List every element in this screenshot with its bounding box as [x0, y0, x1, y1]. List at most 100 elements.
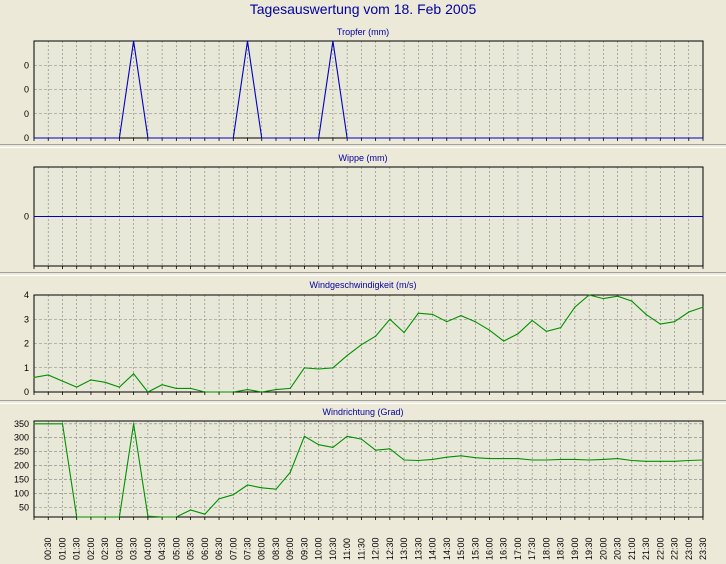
data-point	[460, 215, 462, 218]
data-point	[332, 40, 334, 42]
data-point	[246, 40, 249, 42]
data-point	[360, 215, 362, 218]
x-tick-label: 03:00	[114, 537, 124, 560]
data-point	[218, 215, 220, 218]
data-point	[189, 509, 192, 511]
panel-separator	[0, 272, 726, 276]
series-line	[33, 294, 704, 393]
data-point	[417, 215, 419, 218]
x-tick-label: 02:00	[86, 537, 96, 560]
data-point	[261, 487, 263, 489]
x-tick-label: 22:00	[655, 537, 665, 560]
data-point	[246, 484, 249, 486]
series-line	[34, 40, 703, 139]
data-point	[417, 312, 419, 314]
data-point	[659, 460, 661, 462]
data-point	[303, 367, 306, 369]
data-point	[246, 388, 249, 391]
data-point	[602, 458, 604, 460]
x-tick-label: 22:30	[670, 537, 680, 560]
data-point	[645, 313, 647, 315]
x-tick-label: 20:00	[598, 537, 608, 560]
plot-frame	[33, 420, 704, 518]
data-point	[204, 215, 206, 218]
data-point	[488, 457, 491, 460]
data-point	[645, 460, 647, 462]
chart-title: Tropfer (mm)	[337, 27, 389, 37]
data-point	[332, 367, 334, 369]
y-tick-label: 150	[14, 474, 29, 484]
data-point	[232, 494, 234, 496]
data-point	[659, 215, 661, 218]
data-point	[702, 459, 704, 461]
data-point	[616, 215, 619, 218]
data-point	[346, 355, 348, 357]
y-tick-label: 300	[14, 433, 29, 443]
data-point	[688, 459, 690, 462]
data-point	[631, 300, 633, 302]
y-tick-label: 100	[14, 488, 29, 498]
data-point	[76, 386, 78, 388]
series-line	[34, 423, 704, 518]
chart-title: Wippe (mm)	[339, 153, 388, 163]
data-point	[446, 215, 448, 218]
y-tick-label: 0	[24, 60, 29, 70]
data-point	[702, 215, 704, 218]
data-point	[403, 331, 405, 334]
data-point	[33, 376, 35, 379]
data-point	[616, 295, 619, 297]
data-point	[616, 457, 619, 460]
data-point	[161, 215, 163, 218]
x-tick-label: 04:30	[157, 537, 167, 560]
x-tick-label: 20:30	[613, 537, 623, 560]
data-point	[474, 457, 476, 459]
data-point	[346, 435, 348, 437]
x-tick-label: 10:30	[328, 537, 338, 560]
data-point	[417, 459, 419, 462]
data-point	[673, 460, 676, 462]
chart-title: Windgeschwindigkeit (m/s)	[309, 280, 416, 290]
x-tick-label: 06:00	[200, 537, 210, 560]
x-tick-label: 05:00	[171, 537, 181, 560]
y-tick-label: 0	[24, 212, 29, 222]
data-point	[104, 381, 106, 383]
data-point	[588, 294, 590, 296]
x-tick-label: 05:30	[186, 537, 196, 560]
data-point	[545, 215, 548, 218]
panel-separator	[0, 144, 726, 148]
data-point	[659, 323, 661, 325]
data-point	[332, 215, 334, 218]
data-point	[503, 457, 505, 460]
data-point	[588, 459, 590, 461]
data-point	[346, 215, 348, 218]
data-point	[175, 215, 177, 218]
panel-separator	[0, 400, 726, 404]
data-point	[133, 423, 135, 425]
data-point	[275, 388, 277, 391]
data-point	[90, 379, 92, 381]
x-tick-label: 15:00	[456, 537, 466, 560]
data-point	[460, 455, 462, 457]
x-tick-label: 11:30	[356, 538, 366, 560]
data-point	[375, 449, 377, 451]
data-point	[574, 215, 576, 218]
x-tick-label: 23:00	[684, 537, 694, 560]
data-point	[189, 387, 192, 389]
x-tick-label: 19:00	[570, 537, 580, 560]
data-point	[588, 215, 590, 218]
x-tick-label: 11:00	[342, 538, 352, 560]
x-tick-label: 03:30	[129, 537, 139, 560]
data-point	[360, 438, 362, 440]
data-point	[61, 423, 64, 425]
x-tick-label: 02:30	[100, 537, 110, 560]
data-point	[375, 335, 377, 337]
x-tick-label: 14:00	[428, 537, 438, 560]
data-point	[104, 215, 106, 218]
data-point	[218, 498, 220, 500]
data-point	[545, 459, 548, 461]
x-tick-label: 06:30	[214, 537, 224, 560]
data-point	[631, 459, 633, 462]
x-tick-label: 12:00	[371, 537, 381, 560]
